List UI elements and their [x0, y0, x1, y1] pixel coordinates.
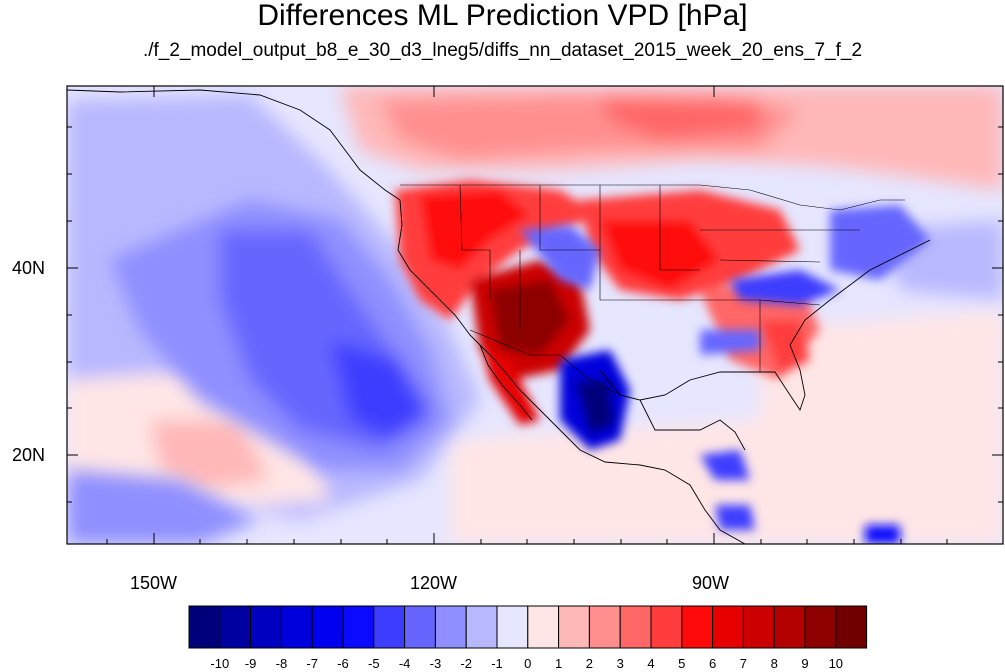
- field-pacific-low: [67, 200, 450, 544]
- colorbar-box: [465, 605, 498, 649]
- colorbar-tick-label: 9: [801, 656, 809, 671]
- colorbar-box: [681, 605, 714, 649]
- colorbar-tick-label: 4: [647, 656, 655, 671]
- colorbar-tick-label: 7: [739, 656, 747, 671]
- colorbar-tick-label: 0: [524, 656, 532, 671]
- colorbar-tick-label: -4: [398, 656, 411, 671]
- colorbar-box: [527, 605, 560, 649]
- vpd-field: [67, 86, 1003, 544]
- colorbar-box: [742, 605, 775, 649]
- colorbar-tick-label: -3: [429, 656, 442, 671]
- colorbar-box: [496, 605, 529, 649]
- colorbar-tick-label: -5: [368, 656, 380, 671]
- border-layer: [400, 184, 905, 396]
- lon-label-150w: 150W: [130, 573, 178, 593]
- tick-marks: [67, 86, 1003, 544]
- colorbar-box: [311, 605, 344, 649]
- lon-label-90w: 90W: [692, 573, 730, 593]
- lat-label-40n: 40N: [12, 258, 46, 278]
- colorbar-box: [773, 605, 806, 649]
- coastline-layer: [67, 89, 931, 544]
- colorbar-tick-label: 1: [554, 656, 563, 671]
- colorbar-tick-label: 3: [616, 656, 624, 671]
- colorbar-box: [835, 605, 868, 649]
- colorbar-tick-label: 10: [828, 656, 844, 671]
- colorbar-tick-label: -2: [460, 656, 472, 671]
- colorbar-tick-label: -1: [491, 656, 503, 671]
- colorbar-tick-label: -6: [337, 656, 349, 671]
- lon-label-120w: 120W: [410, 573, 458, 593]
- colorbar-box: [558, 605, 590, 649]
- colorbar-box: [650, 605, 683, 649]
- lat-label-20n: 20N: [12, 445, 46, 465]
- colorbar-tick-label: 5: [678, 656, 686, 671]
- colorbar: [188, 605, 868, 649]
- field-land-high: [395, 180, 820, 425]
- colorbar-box: [373, 605, 406, 649]
- colorbar-box: [588, 605, 621, 649]
- colorbar-box: [280, 605, 313, 649]
- colorbar-tick-label: 8: [770, 656, 778, 671]
- colorbar-tick-label: -9: [244, 656, 257, 671]
- colorbar-tick-label: 2: [585, 656, 593, 671]
- colorbar-box: [342, 605, 375, 649]
- colorbar-box: [619, 605, 652, 649]
- colorbar-tick-label: -8: [275, 656, 288, 671]
- colorbar-box: [250, 605, 282, 649]
- map-subtitle: ./f_2_model_output_b8_e_30_d3_lneg5/diff…: [142, 40, 863, 61]
- colorbar-box: [219, 605, 252, 649]
- colorbar-box: [804, 605, 837, 649]
- colorbar-tick-label: -10: [210, 656, 230, 671]
- colorbar-tick-label: -7: [306, 656, 318, 671]
- colorbar-box: [188, 605, 221, 649]
- colorbar-box: [404, 605, 436, 649]
- map-title: Differences ML Prediction VPD [hPa]: [257, 0, 748, 32]
- colorbar-tick-label: 6: [708, 656, 717, 671]
- colorbar-box: [434, 605, 467, 649]
- field-land-low: [520, 205, 930, 544]
- colorbar-box: [712, 605, 744, 649]
